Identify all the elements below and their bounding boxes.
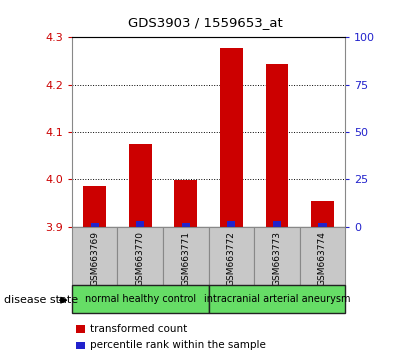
- Text: GDS3903 / 1559653_at: GDS3903 / 1559653_at: [128, 16, 283, 29]
- Bar: [220, 47, 243, 227]
- Bar: [129, 144, 152, 227]
- Bar: [209, 227, 254, 285]
- Text: GSM663770: GSM663770: [136, 231, 145, 286]
- Bar: [300, 227, 345, 285]
- Bar: [319, 223, 327, 227]
- Bar: [254, 227, 300, 285]
- Bar: [266, 64, 288, 227]
- Bar: [72, 285, 209, 313]
- Bar: [76, 325, 85, 333]
- Text: GSM663772: GSM663772: [227, 231, 236, 286]
- Text: percentile rank within the sample: percentile rank within the sample: [90, 340, 266, 350]
- Text: GSM663773: GSM663773: [272, 231, 282, 286]
- Bar: [118, 227, 163, 285]
- Bar: [76, 342, 85, 349]
- Bar: [83, 186, 106, 227]
- Bar: [273, 221, 281, 227]
- Text: normal healthy control: normal healthy control: [85, 294, 196, 304]
- Text: disease state: disease state: [4, 295, 78, 305]
- Text: GSM663771: GSM663771: [181, 231, 190, 286]
- Text: transformed count: transformed count: [90, 324, 188, 333]
- Bar: [311, 200, 334, 227]
- Bar: [182, 223, 190, 227]
- Bar: [227, 221, 236, 227]
- Bar: [72, 227, 118, 285]
- Bar: [163, 227, 209, 285]
- Bar: [136, 221, 144, 227]
- Bar: [174, 180, 197, 227]
- Text: GSM663769: GSM663769: [90, 231, 99, 286]
- Bar: [90, 223, 99, 227]
- Bar: [209, 285, 345, 313]
- Text: intracranial arterial aneurysm: intracranial arterial aneurysm: [204, 294, 350, 304]
- Text: GSM663774: GSM663774: [318, 231, 327, 286]
